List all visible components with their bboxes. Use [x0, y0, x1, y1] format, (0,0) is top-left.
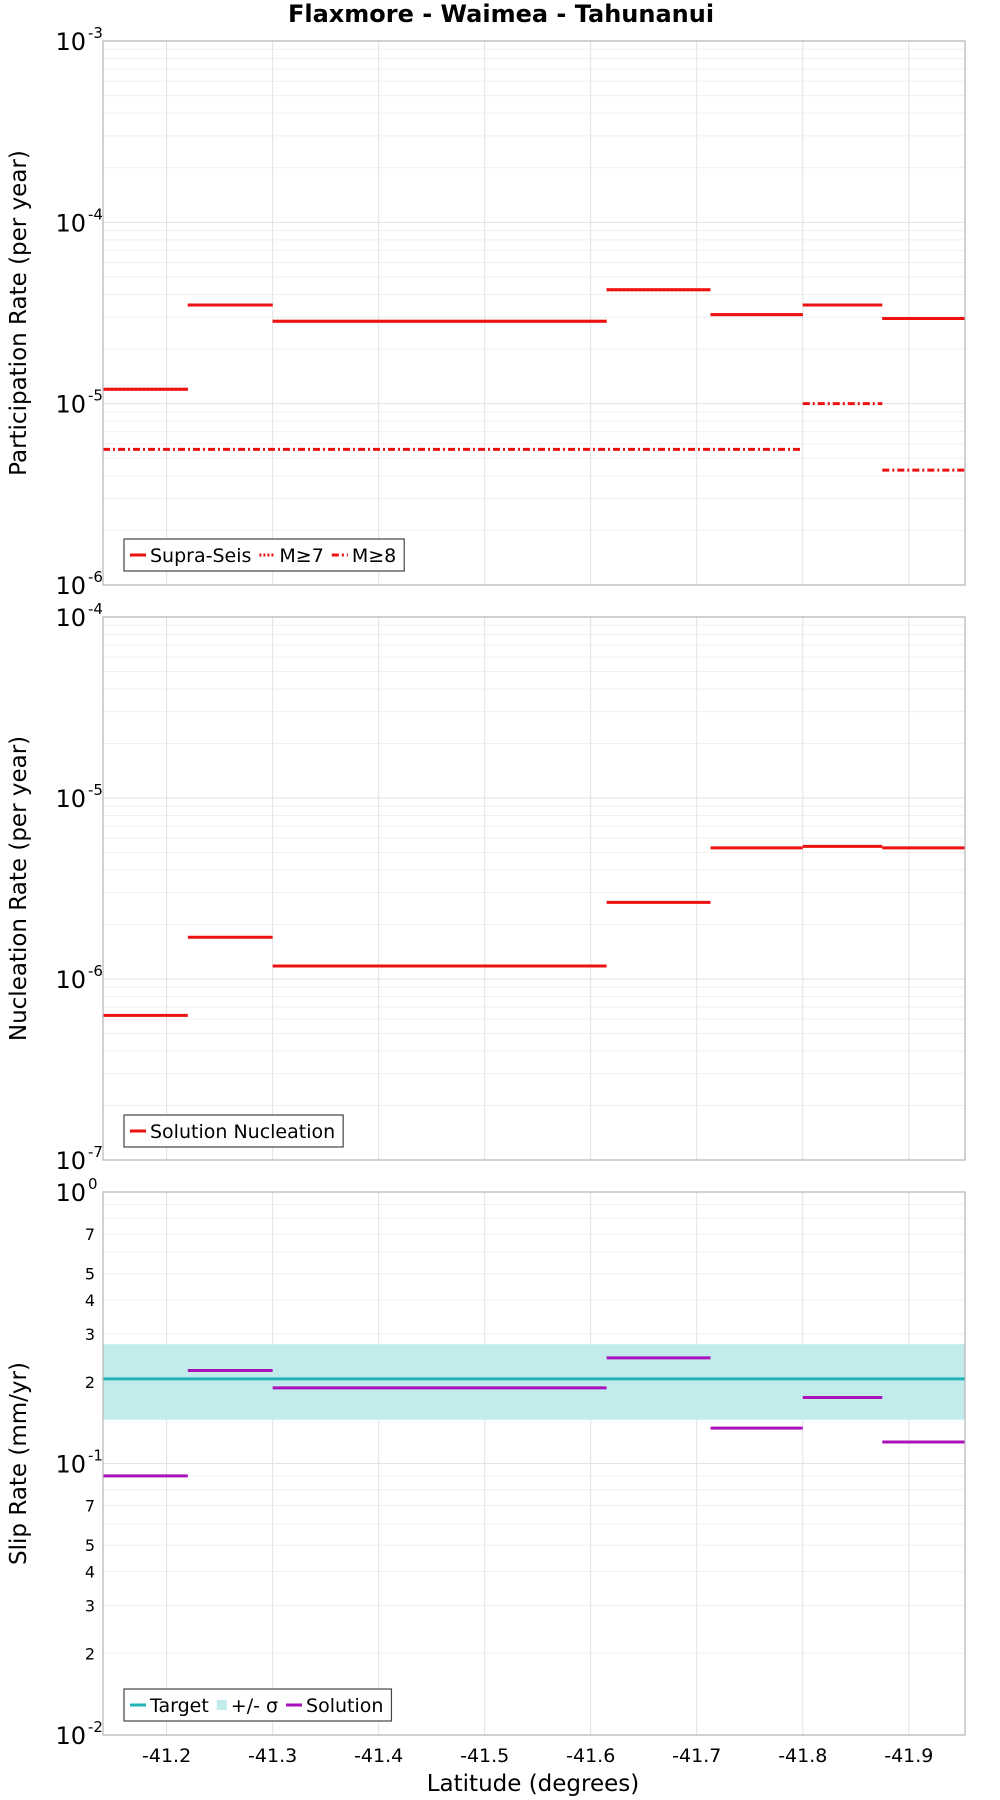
y-tick-label: 10: [55, 28, 86, 56]
y-tick-label: 10: [55, 1147, 86, 1175]
y-minor-tick-label: 7: [85, 1497, 95, 1516]
chart-title: Flaxmore - Waimea - Tahunanui: [288, 0, 714, 28]
y-tick-label: 10: [55, 1179, 86, 1207]
y-tick-label: 10: [55, 209, 86, 237]
y-tick-exponent: -5: [88, 387, 103, 405]
legend-label: M≥8: [352, 545, 396, 567]
y-tick-exponent: -4: [88, 600, 103, 618]
y-tick-exponent: -4: [88, 205, 103, 223]
y-minor-tick-label: 2: [85, 1644, 95, 1663]
legend: Target +/- σ Solution: [123, 1688, 393, 1722]
legend-label: Supra-Seis: [150, 545, 251, 567]
legend-label: Target: [149, 1695, 209, 1717]
legend-label: Solution: [306, 1695, 383, 1717]
y-tick-exponent: -3: [88, 24, 103, 42]
x-ticks: -41.2 -41.3 -41.4 -41.5 -41.6 -41.7 -41.8 -41.9: [142, 1745, 933, 1767]
plot-frame: [102, 616, 966, 1161]
x-tick-label: -41.3: [248, 1745, 297, 1767]
y-axis-label: Slip Rate (mm/yr): [6, 1362, 32, 1565]
y-tick-exponent: -2: [88, 1718, 103, 1736]
plot-frame: [102, 40, 966, 586]
y-tick-exponent: -5: [88, 781, 103, 799]
y-minor-tick-label: 4: [85, 1291, 95, 1310]
y-minor-tick-label: 2: [85, 1373, 95, 1392]
y-tick-label: 10: [55, 391, 86, 419]
legend: Solution Nucleation: [123, 1114, 344, 1148]
y-minor-tick-label: 3: [85, 1596, 95, 1615]
y-tick-label: 10: [55, 604, 86, 632]
legend-box: [123, 1688, 393, 1722]
sigma-band: [103, 1344, 965, 1420]
y-tick-exponent: -6: [88, 568, 103, 586]
y-minor-tick-label: 5: [85, 1265, 95, 1284]
legend: Supra-Seis M≥7 M≥8: [123, 538, 405, 572]
legend-swatch: [216, 1700, 227, 1710]
y-axis-label: Participation Rate (per year): [6, 150, 32, 476]
x-tick-label: -41.7: [672, 1745, 721, 1767]
legend-label: M≥7: [279, 545, 323, 567]
x-tick-label: -41.9: [884, 1745, 933, 1767]
y-tick-label: 10: [55, 1722, 86, 1750]
y-tick-exponent: -1: [88, 1447, 103, 1465]
plot-frame: [102, 1191, 966, 1736]
y-tick-exponent: 0: [88, 1175, 98, 1193]
y-tick-exponent: -7: [88, 1143, 103, 1161]
legend-box: [123, 1114, 344, 1148]
y-tick-label: 10: [55, 572, 86, 600]
y-minor-tick-label: 3: [85, 1325, 95, 1344]
x-tick-label: -41.5: [460, 1745, 509, 1767]
y-minor-tick-label: 7: [85, 1225, 95, 1244]
y-tick-label: 10: [55, 785, 86, 813]
y-tick-label: 10: [55, 1451, 86, 1479]
x-tick-label: -41.8: [778, 1745, 827, 1767]
y-tick-exponent: -6: [88, 962, 103, 980]
y-tick-label: 10: [55, 966, 86, 994]
y-axis-label: Nucleation Rate (per year): [6, 736, 32, 1041]
x-tick-label: -41.6: [566, 1745, 615, 1767]
legend-label: Solution Nucleation: [150, 1121, 335, 1143]
y-minor-tick-label: 5: [85, 1536, 95, 1555]
x-tick-label: -41.4: [354, 1745, 403, 1767]
x-tick-label: -41.2: [142, 1745, 191, 1767]
legend-label: +/- σ: [231, 1695, 278, 1717]
x-axis-label: Latitude (degrees): [427, 1771, 640, 1797]
y-minor-tick-label: 4: [85, 1563, 95, 1582]
